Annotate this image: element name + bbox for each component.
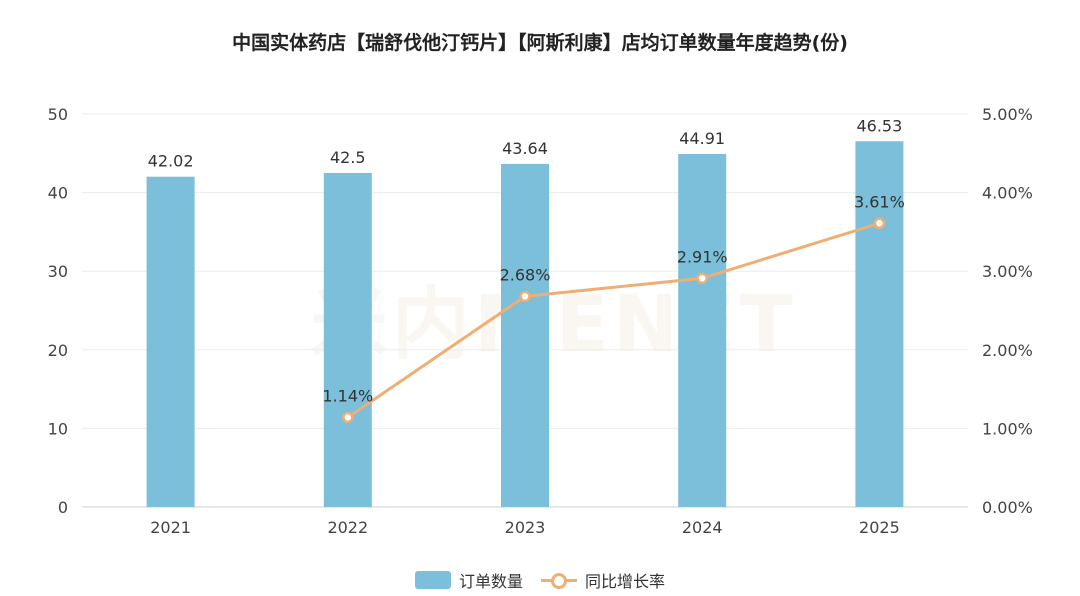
chart-title: 中国实体药店【瑞舒伐他汀钙片】【阿斯利康】店均订单数量年度趋势(份) xyxy=(232,32,848,54)
x-tick-label: 2021 xyxy=(150,518,191,537)
y-left-tick-label: 10 xyxy=(48,419,68,438)
x-tick-label: 2025 xyxy=(859,518,900,537)
growth-point xyxy=(519,290,531,303)
bar xyxy=(146,176,195,508)
bar xyxy=(501,163,549,507)
legend: 订单数量 同比增长率 xyxy=(0,568,1080,592)
legend-item-bar[interactable]: 订单数量 xyxy=(414,568,523,592)
legend-item-line[interactable]: 同比增长率 xyxy=(541,568,665,592)
legend-line-swatch xyxy=(541,571,577,589)
legend-bar-swatch xyxy=(414,571,451,589)
x-tick-label: 2024 xyxy=(682,518,723,537)
growth-point xyxy=(342,411,354,424)
growth-value-label: 3.61% xyxy=(854,192,905,211)
growth-point xyxy=(696,272,708,285)
growth-line xyxy=(346,221,880,419)
bar-value-label: 42.02 xyxy=(148,152,194,171)
growth-value-label: 2.68% xyxy=(500,265,551,284)
y-left-tick-label: 20 xyxy=(48,341,68,360)
bar xyxy=(855,141,904,507)
y-right-tick-label: 0.00% xyxy=(982,498,1033,517)
y-right-tick-label: 1.00% xyxy=(982,419,1033,438)
y-right-tick-label: 5.00% xyxy=(982,105,1033,124)
growth-point xyxy=(873,217,886,230)
bar xyxy=(678,154,727,508)
legend-label-growth: 同比增长率 xyxy=(585,572,666,591)
growth-value-label: 1.14% xyxy=(322,386,373,405)
y-left-tick-label: 50 xyxy=(48,105,68,124)
y-left-tick-label: 30 xyxy=(48,262,68,281)
y-right-tick-label: 2.00% xyxy=(982,341,1033,360)
bar-value-label: 43.64 xyxy=(502,139,548,158)
chart-area: 0 10 20 30 40 50 0.00% 1.00% 2.00% 3.00% 4.00% 5.00… xyxy=(48,105,1033,537)
y-right-tick-label: 4.00% xyxy=(982,184,1033,203)
y-right-tick-label: 3.00% xyxy=(982,262,1033,281)
x-tick-label: 2022 xyxy=(327,518,368,537)
growth-value-label: 2.91% xyxy=(677,247,728,266)
legend-label-orders: 订单数量 xyxy=(458,572,523,591)
bar-value-label: 46.53 xyxy=(856,116,902,135)
bar-value-label: 44.91 xyxy=(679,129,725,148)
y-left-tick-label: 40 xyxy=(48,184,68,203)
bar-value-label: 42.5 xyxy=(330,148,366,167)
bar xyxy=(323,172,372,507)
y-left-tick-label: 0 xyxy=(58,498,68,517)
x-tick-label: 2023 xyxy=(505,518,546,537)
